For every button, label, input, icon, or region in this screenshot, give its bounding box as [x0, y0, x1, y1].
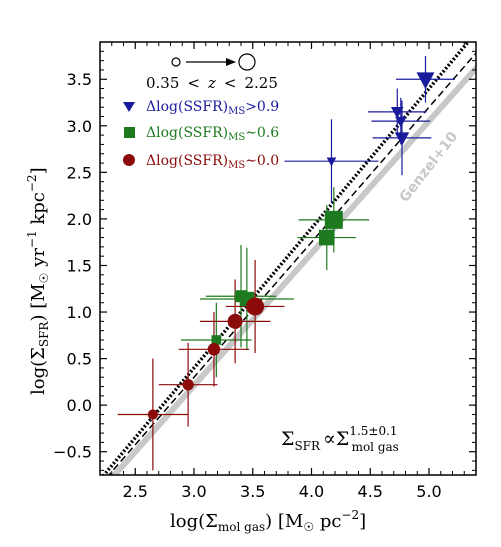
x-tick-label: 2.5	[123, 482, 148, 501]
data-points	[117, 55, 455, 471]
triangle-point	[395, 116, 407, 128]
relation-label: ΣSFR ∝Σ1.5±0.1 mol gas	[281, 424, 399, 454]
reference-line-label: Genzel+10	[397, 129, 462, 206]
arrow-head-icon	[226, 58, 236, 66]
y-tick-label: 0.0	[67, 396, 92, 415]
x-tick-label: 3.0	[181, 482, 206, 501]
redshift-indicator: 0.35 < z <2.25	[146, 53, 278, 92]
circle-point	[227, 313, 243, 329]
legend-triangle-marker	[123, 102, 135, 112]
x-tick-label: 4.5	[358, 482, 383, 501]
triangle-point	[416, 72, 435, 90]
circle-point	[147, 409, 158, 420]
legend-square-marker	[124, 127, 135, 138]
square-point	[318, 229, 335, 246]
redshift-label: 0.35 < z <2.25	[146, 74, 278, 92]
circle-point	[182, 378, 194, 391]
triangle-point	[394, 132, 410, 146]
legend-entry-low: Δlog(SSFR)MS∼0.0	[146, 153, 279, 171]
square-point	[324, 210, 343, 229]
legend-entry-mid: Δlog(SSFR)MS∼0.6	[146, 125, 279, 143]
x-tick-label: 5.0	[416, 482, 441, 501]
y-tick-label: 3.5	[67, 70, 92, 89]
circle-point	[207, 342, 221, 356]
x-tick-label: 3.5	[240, 482, 265, 501]
legend-entry-high: Δlog(SSFR)MS>0.9	[146, 99, 279, 117]
y-tick-label: 2.0	[67, 210, 92, 229]
square-point	[211, 335, 222, 345]
triangle-point	[326, 157, 337, 167]
legend: Δlog(SSFR)MS>0.9 Δlog(SSFR)MS∼0.6 Δlog(S…	[123, 99, 279, 171]
x-axis-ticks: 2.5 3.0 3.5 4.0 4.5 5.0	[111, 42, 477, 501]
circle-point	[246, 297, 265, 316]
small-circle-marker	[171, 57, 181, 67]
y-tick-label: 3.0	[67, 117, 92, 136]
x-axis-label: log(Σmol gas) [M☉ pc−2]	[170, 508, 366, 534]
genzel-reference-line	[110, 63, 476, 475]
triangle-point	[390, 106, 404, 119]
x-tick-label: 4.0	[299, 482, 324, 501]
y-tick-label: 0.5	[67, 350, 92, 369]
y-tick-label: 2.5	[67, 163, 92, 182]
legend-circle-marker	[123, 154, 135, 166]
dashed-fit-line	[107, 52, 476, 475]
large-circle-marker	[238, 53, 256, 71]
y-tick-label: −0.5	[53, 443, 92, 462]
reference-lines	[101, 42, 476, 475]
y-axis-label: log(ΣSFR) [M☉ yr−1 kpc−2]	[25, 167, 51, 395]
y-axis-ticks: −0.5 0.0 0.5 1.0 1.5 2.0 2.5 3.0 3.5	[53, 50, 476, 471]
y-tick-label: 1.0	[67, 303, 92, 322]
y-tick-label: 1.5	[67, 256, 92, 275]
